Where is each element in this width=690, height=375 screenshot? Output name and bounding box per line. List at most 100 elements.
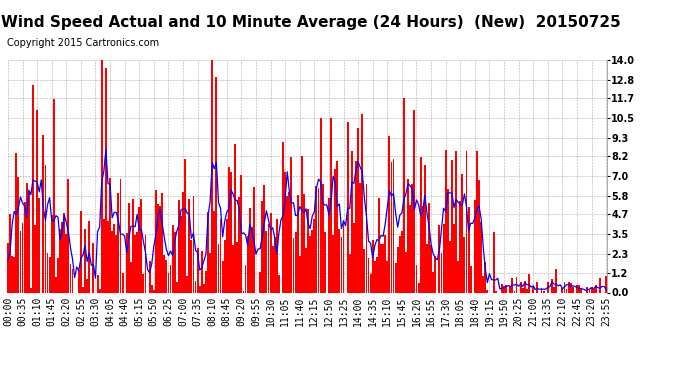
Bar bbox=[184, 159, 186, 292]
Bar bbox=[268, 224, 269, 292]
Bar bbox=[599, 279, 601, 292]
Bar bbox=[293, 238, 295, 292]
Bar bbox=[520, 282, 522, 292]
Bar bbox=[399, 236, 401, 292]
Bar bbox=[295, 232, 297, 292]
Bar bbox=[70, 264, 71, 292]
Bar bbox=[128, 203, 130, 292]
Bar bbox=[51, 214, 52, 292]
Bar bbox=[297, 195, 299, 292]
Bar bbox=[403, 98, 405, 292]
Bar bbox=[336, 161, 338, 292]
Bar bbox=[80, 211, 82, 292]
Bar bbox=[511, 278, 513, 292]
Bar bbox=[443, 224, 444, 292]
Bar bbox=[460, 201, 461, 292]
Bar bbox=[564, 282, 565, 292]
Bar bbox=[247, 237, 248, 292]
Bar bbox=[591, 287, 593, 292]
Bar bbox=[476, 152, 478, 292]
Bar bbox=[428, 203, 430, 292]
Bar bbox=[103, 219, 105, 292]
Bar bbox=[440, 253, 442, 292]
Bar bbox=[213, 211, 215, 292]
Bar bbox=[209, 253, 211, 292]
Bar bbox=[570, 282, 571, 292]
Bar bbox=[540, 288, 542, 292]
Bar bbox=[92, 243, 95, 292]
Bar bbox=[136, 232, 138, 292]
Bar bbox=[286, 196, 288, 292]
Bar bbox=[86, 279, 88, 292]
Bar bbox=[99, 289, 101, 292]
Bar bbox=[197, 248, 199, 292]
Bar bbox=[15, 153, 17, 292]
Bar bbox=[362, 114, 363, 292]
Bar bbox=[28, 192, 30, 292]
Bar bbox=[47, 253, 48, 292]
Bar bbox=[143, 274, 144, 292]
Bar bbox=[68, 178, 69, 292]
Bar bbox=[243, 291, 244, 292]
Bar bbox=[319, 118, 322, 292]
Bar bbox=[315, 186, 317, 292]
Bar bbox=[253, 187, 255, 292]
Bar bbox=[386, 261, 388, 292]
Bar bbox=[482, 276, 484, 292]
Bar bbox=[30, 288, 32, 292]
Bar bbox=[78, 270, 80, 292]
Bar bbox=[234, 144, 236, 292]
Bar bbox=[555, 269, 557, 292]
Bar bbox=[415, 265, 417, 292]
Bar bbox=[522, 288, 524, 292]
Bar bbox=[420, 158, 422, 292]
Bar bbox=[434, 256, 436, 292]
Bar bbox=[11, 256, 13, 292]
Bar bbox=[466, 152, 467, 292]
Bar bbox=[84, 230, 86, 292]
Bar bbox=[180, 216, 182, 292]
Bar bbox=[405, 252, 407, 292]
Bar bbox=[340, 237, 342, 292]
Bar bbox=[164, 255, 165, 292]
Bar bbox=[309, 236, 311, 292]
Bar bbox=[580, 288, 582, 292]
Bar bbox=[301, 156, 303, 292]
Bar bbox=[395, 263, 397, 292]
Bar bbox=[493, 232, 495, 292]
Bar bbox=[13, 258, 15, 292]
Bar bbox=[49, 257, 50, 292]
Bar bbox=[186, 276, 188, 292]
Bar bbox=[464, 237, 465, 292]
Bar bbox=[151, 285, 152, 292]
Bar bbox=[278, 275, 280, 292]
Bar bbox=[262, 201, 263, 292]
Bar bbox=[393, 159, 395, 292]
Bar bbox=[453, 224, 455, 292]
Bar bbox=[593, 289, 595, 292]
Bar bbox=[513, 291, 515, 292]
Bar bbox=[121, 273, 124, 292]
Bar bbox=[484, 262, 486, 292]
Bar bbox=[501, 284, 503, 292]
Bar bbox=[424, 165, 426, 292]
Bar bbox=[270, 213, 271, 292]
Bar bbox=[149, 261, 150, 292]
Bar bbox=[238, 196, 240, 292]
Bar bbox=[166, 260, 167, 292]
Bar bbox=[199, 286, 201, 292]
Bar bbox=[17, 177, 19, 292]
Bar bbox=[7, 243, 9, 292]
Bar bbox=[526, 289, 528, 292]
Bar bbox=[264, 185, 265, 292]
Bar bbox=[388, 136, 391, 292]
Bar bbox=[322, 184, 324, 292]
Bar bbox=[228, 167, 230, 292]
Bar bbox=[503, 286, 505, 292]
Bar bbox=[349, 254, 351, 292]
Bar bbox=[376, 257, 378, 292]
Bar bbox=[532, 288, 534, 292]
Bar bbox=[240, 174, 242, 292]
Bar bbox=[32, 85, 34, 292]
Bar bbox=[397, 247, 399, 292]
